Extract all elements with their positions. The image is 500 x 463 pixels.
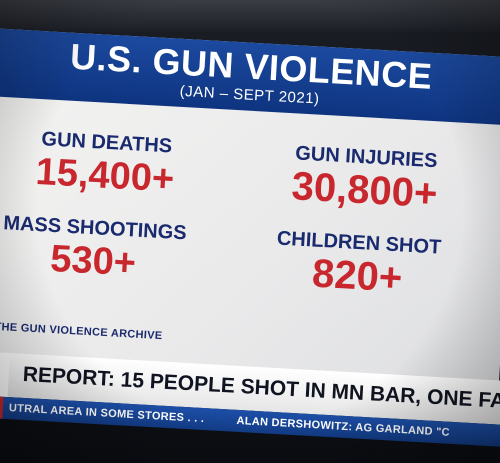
stat-gun-injuries: GUN INJURIES 30,800+: [254, 139, 477, 217]
stat-mass-shootings: MASS SHOOTINGS 530+: [0, 210, 205, 288]
source-credit: CE: THE GUN VIOLENCE ARCHIVE: [0, 320, 163, 343]
tv-bezel-top: [0, 0, 500, 32]
stat-gun-deaths: GUN DEATHS 15,400+: [0, 125, 212, 203]
title-bar: U.S. GUN VIOLENCE (JAN – SEPT 2021): [0, 28, 500, 126]
stat-children-shot: CHILDREN SHOT 820+: [244, 225, 472, 303]
